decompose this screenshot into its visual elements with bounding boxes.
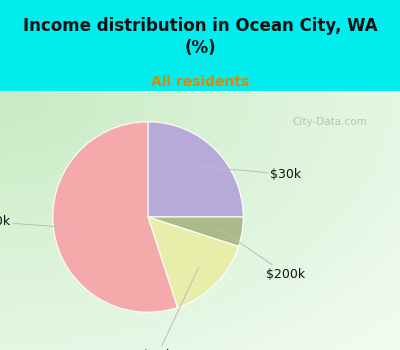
Text: Income distribution in Ocean City, WA
(%): Income distribution in Ocean City, WA (%… [23,17,377,57]
Text: $40k: $40k [142,267,198,350]
Text: $150k: $150k [0,215,78,228]
Wedge shape [148,122,243,217]
Text: All residents: All residents [151,75,249,89]
Wedge shape [148,217,238,308]
Wedge shape [148,217,243,246]
Text: City-Data.com: City-Data.com [292,117,367,127]
Wedge shape [53,122,178,312]
Text: $30k: $30k [198,167,302,181]
Text: $200k: $200k [218,228,306,281]
